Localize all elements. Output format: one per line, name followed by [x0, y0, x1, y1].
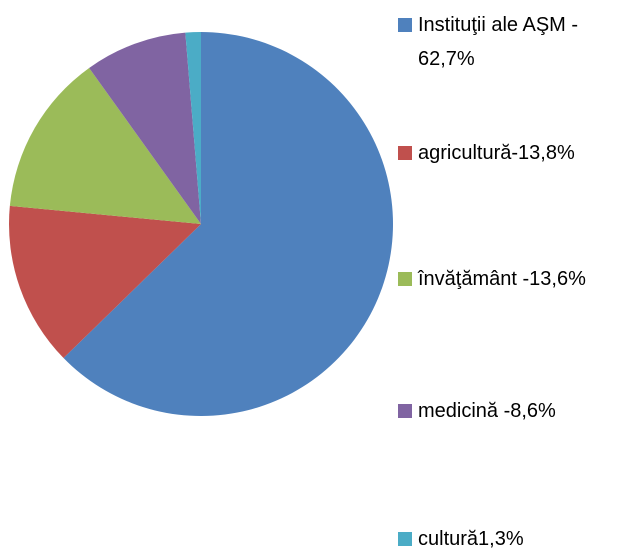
pie-slice: [89, 32, 201, 225]
legend-label: medicină -8,6%: [418, 400, 556, 422]
legend-entry: cultură1,3%: [398, 522, 638, 556]
legend-entry: agricultură-13,8%: [398, 136, 638, 170]
legend-entry: medicină -8,6%: [398, 394, 638, 428]
legend-swatch: [398, 532, 412, 546]
legend-entry: învăţământ -13,6%: [398, 262, 638, 296]
legend-label: învăţământ -13,6%: [418, 268, 586, 290]
legend-swatch: [398, 146, 412, 160]
legend-label: cultură1,3%: [418, 528, 524, 550]
legend-entry: Instituţii ale AŞM - 62,7%: [398, 8, 638, 76]
pie-slice: [185, 32, 201, 224]
pie-slice: [9, 67, 202, 224]
legend-swatch: [398, 272, 412, 286]
legend-label: agricultură-13,8%: [418, 142, 575, 164]
legend-swatch: [398, 18, 412, 32]
pie-slice: [9, 205, 202, 359]
legend-label: Instituţii ale AŞM - 62,7%: [418, 14, 579, 70]
legend-swatch: [398, 404, 412, 418]
pie-slice: [63, 32, 393, 416]
